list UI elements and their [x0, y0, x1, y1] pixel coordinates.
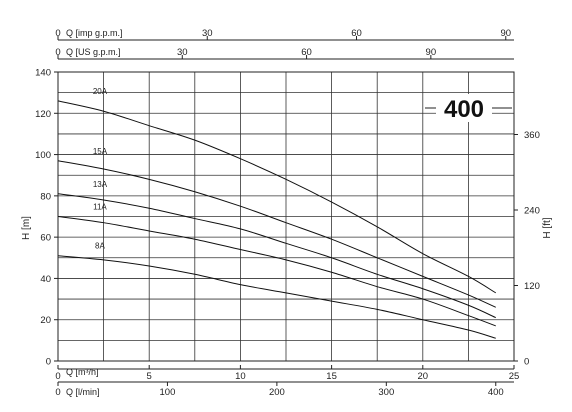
x-tick-label: 20 [418, 371, 429, 382]
model-badge: 400 [444, 96, 484, 123]
x-secondary-tick-label: 400 [488, 387, 504, 398]
x-tick-label: 15 [326, 371, 337, 382]
top-axis-us-tick-label: 90 [426, 47, 437, 58]
top-axis-us-label: Q [US g.p.m.] [66, 47, 121, 57]
chart-grid [58, 72, 514, 361]
x-secondary-tick-label: 200 [269, 387, 285, 398]
y2-tick-label: 120 [524, 281, 540, 292]
x-tick-label: 25 [509, 371, 520, 382]
curve-8a [57, 255, 496, 339]
curve-15a [57, 160, 496, 308]
top-axis-imp-tick-label: 90 [500, 28, 511, 39]
y-tick-label: 80 [40, 191, 51, 202]
top-axis-imp-tick-label: 30 [202, 28, 213, 39]
y-tick-label: 140 [35, 68, 51, 79]
x-secondary-axis-label: Q [l/min] [66, 387, 100, 397]
top-axis-imp-tick-label: 0 [55, 28, 60, 39]
y2-tick-label: 0 [524, 357, 529, 368]
curve-label-15a: 15A [93, 147, 108, 156]
x-secondary-tick-label: 300 [378, 387, 394, 398]
y-axis-label: H [m] [21, 216, 32, 240]
x-tick-label: 10 [235, 371, 246, 382]
x-tick-label: 0 [55, 371, 60, 382]
curve-label-11a: 11A [93, 203, 107, 212]
x-secondary-tick-label: 100 [160, 387, 176, 398]
chart-axes: 0 20 40 60 80 100 120 140 0 120 240 360 0 5 10 15 20 25 0 1… [35, 28, 540, 398]
y2-tick-label: 240 [524, 205, 540, 216]
curve-label-20a: 20A [93, 87, 108, 96]
y-tick-label: 0 [46, 357, 51, 368]
x-secondary-tick-label: 0 [55, 387, 60, 398]
pump-curves: 20A 15A 13A 11A 8A [57, 87, 497, 339]
y-tick-label: 100 [35, 150, 51, 161]
top-axis-imp-label: Q [imp g.p.m.] [66, 28, 123, 38]
y2-axis-label: H [ft] [542, 217, 553, 238]
curve-20a [57, 100, 497, 294]
badge-background [436, 94, 492, 122]
y2-tick-label: 360 [524, 130, 540, 141]
x-axis-label: Q [m³/h] [66, 367, 99, 377]
curve-13a [57, 193, 496, 319]
curve-11a [57, 216, 496, 327]
top-axis-us-tick-label: 30 [177, 47, 188, 58]
curve-label-8a: 8A [95, 242, 105, 251]
y-tick-label: 60 [40, 233, 51, 244]
y-tick-label: 120 [35, 109, 51, 120]
top-axis-imp-tick-label: 60 [351, 28, 362, 39]
top-axis-us-tick-label: 0 [55, 47, 60, 58]
top-axis-us-tick-label: 60 [301, 47, 312, 58]
x-tick-label: 5 [147, 371, 152, 382]
y-tick-label: 20 [40, 315, 51, 326]
y-tick-label: 40 [40, 274, 51, 285]
curve-label-13a: 13A [93, 180, 108, 189]
